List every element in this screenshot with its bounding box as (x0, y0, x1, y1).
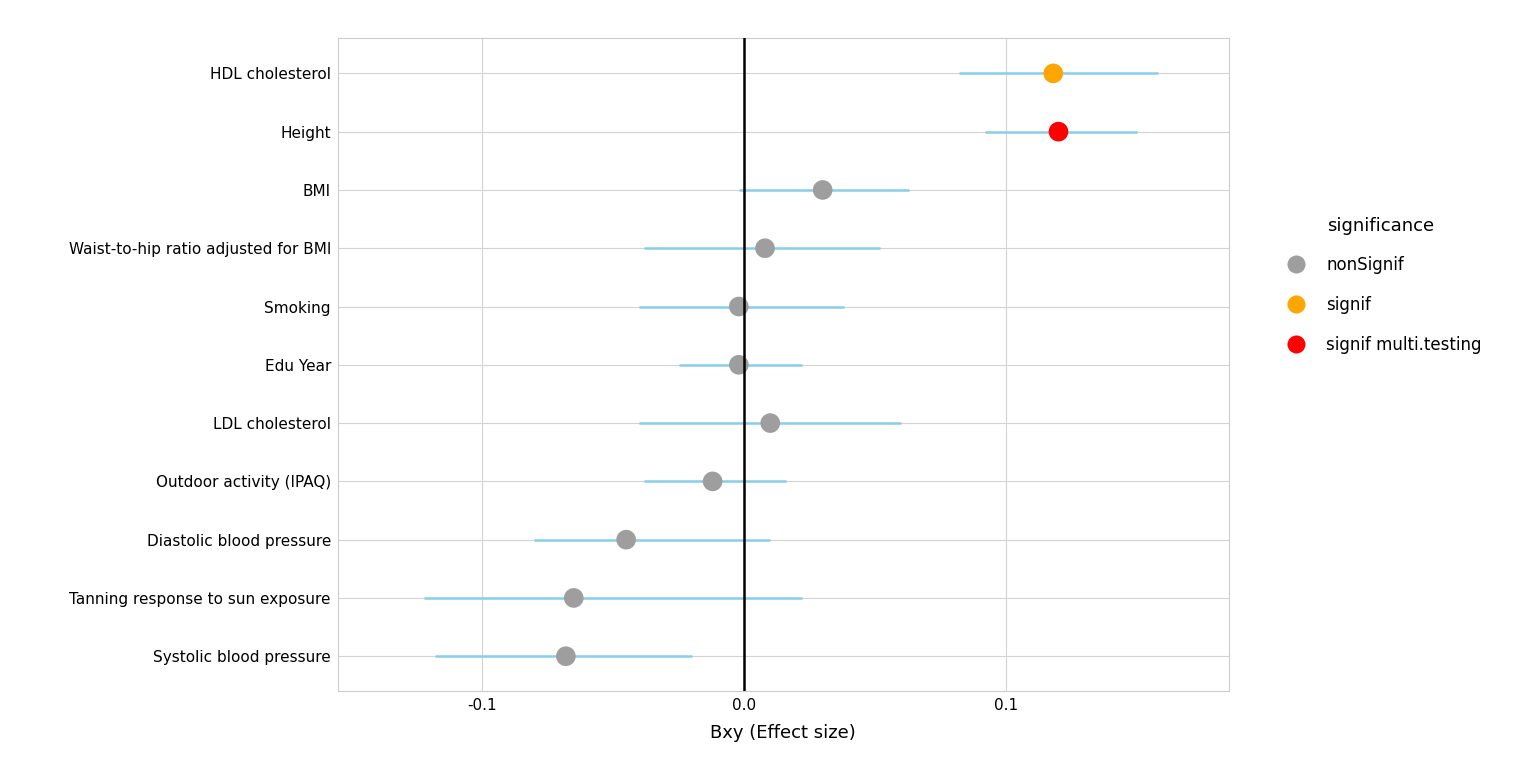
Point (562, 592, 587, 604)
Legend: nonSignif, signif, signif multi.testing: nonSignif, signif, signif multi.testing (1273, 210, 1488, 360)
Point (727, 300, 751, 313)
Point (614, 534, 639, 546)
Point (757, 417, 782, 429)
X-axis label: Bxy (Effect size): Bxy (Effect size) (711, 724, 856, 742)
Point (727, 359, 751, 371)
Point (1046, 125, 1071, 137)
Point (811, 184, 836, 196)
Point (700, 475, 725, 488)
Point (1041, 68, 1066, 80)
Point (553, 650, 578, 662)
Point (753, 242, 777, 254)
